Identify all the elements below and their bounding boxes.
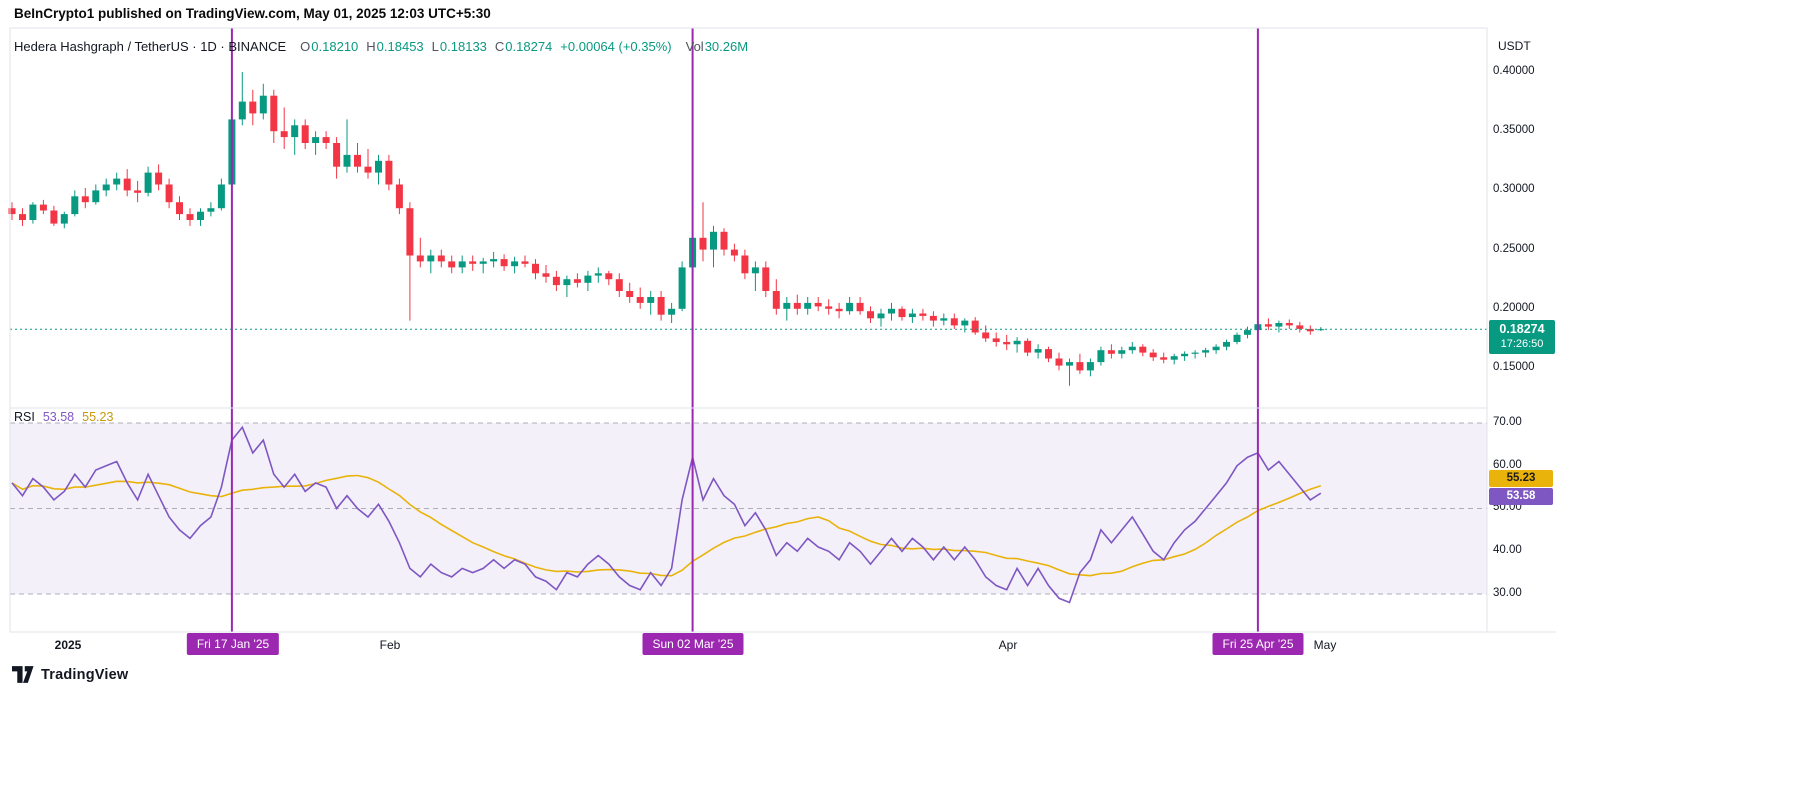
publish-header: BeInCrypto1 published on TradingView.com…	[14, 6, 491, 21]
date-marker-badge: Fri 17 Jan '25	[186, 633, 280, 655]
rsi-tick: 70.00	[1493, 416, 1522, 428]
low-group: L0.18133	[432, 39, 487, 54]
symbol-title[interactable]: Hedera Hashgraph / TetherUS · 1D · BINAN…	[14, 39, 287, 54]
rsi-ma-badge: 55.23	[1489, 470, 1553, 487]
last-price-badge: 0.18274 17:26:50	[1489, 320, 1555, 355]
rsi-tick: 40.00	[1493, 544, 1522, 556]
price-tick: 0.20000	[1493, 302, 1535, 314]
date-marker-badge: Fri 25 Apr '25	[1212, 633, 1304, 655]
chart-canvas[interactable]	[0, 0, 1560, 700]
time-label-month: Apr	[998, 638, 1018, 652]
time-label-month: Feb	[379, 638, 401, 652]
low-value: 0.18133	[439, 39, 487, 54]
close-label: C	[494, 39, 505, 54]
open-value: 0.18210	[311, 39, 359, 54]
time-label-year: 2025	[54, 638, 82, 652]
rsi-legend[interactable]: RSI 53.58 55.23	[14, 410, 113, 424]
high-value: 0.18453	[376, 39, 424, 54]
close-value: 0.18274	[505, 39, 553, 54]
volume-value: 30.26M	[704, 39, 749, 54]
volume-label: Vol	[685, 39, 704, 54]
high-group: H0.18453	[366, 39, 423, 54]
rsi-value-badge: 53.58	[1489, 488, 1553, 505]
open-group: O0.18210	[300, 39, 358, 54]
price-tick: 0.35000	[1493, 124, 1535, 136]
tradingview-attribution[interactable]: TradingView	[12, 665, 128, 684]
last-price-value: 0.18274	[1499, 322, 1545, 336]
open-label: O	[300, 39, 311, 54]
rsi-tick: 60.00	[1493, 459, 1522, 471]
price-tick: 0.30000	[1493, 183, 1535, 195]
rsi-label[interactable]: RSI	[14, 410, 35, 424]
high-label: H	[366, 39, 376, 54]
price-tick: 0.40000	[1493, 65, 1535, 77]
time-label-month: May	[1313, 638, 1337, 652]
bar-countdown: 17:26:50	[1500, 337, 1544, 350]
publish-text: BeInCrypto1 published on TradingView.com…	[14, 6, 491, 21]
volume-group: Vol30.26M	[686, 39, 748, 54]
tradingview-logo-icon	[12, 666, 34, 683]
price-tick: 0.25000	[1493, 243, 1535, 255]
rsi-tick: 30.00	[1493, 587, 1522, 599]
close-group: C0.18274	[495, 39, 552, 54]
rsi-value: 53.58	[42, 410, 75, 424]
date-marker-badge: Sun 02 Mar '25	[642, 633, 744, 655]
change-value: +0.00064 (+0.35%)	[560, 39, 672, 54]
tradingview-brand-text: TradingView	[41, 666, 129, 683]
symbol-legend[interactable]: Hedera Hashgraph / TetherUS · 1D · BINAN…	[14, 39, 748, 54]
price-axis-currency: USDT	[1498, 39, 1531, 53]
low-label: L	[431, 39, 439, 54]
price-tick: 0.15000	[1493, 361, 1535, 373]
rsi-ma-value: 55.23	[82, 410, 114, 424]
ohlc-values: O0.18210 H0.18453 L0.18133 C0.18274 +0.0…	[300, 39, 671, 54]
